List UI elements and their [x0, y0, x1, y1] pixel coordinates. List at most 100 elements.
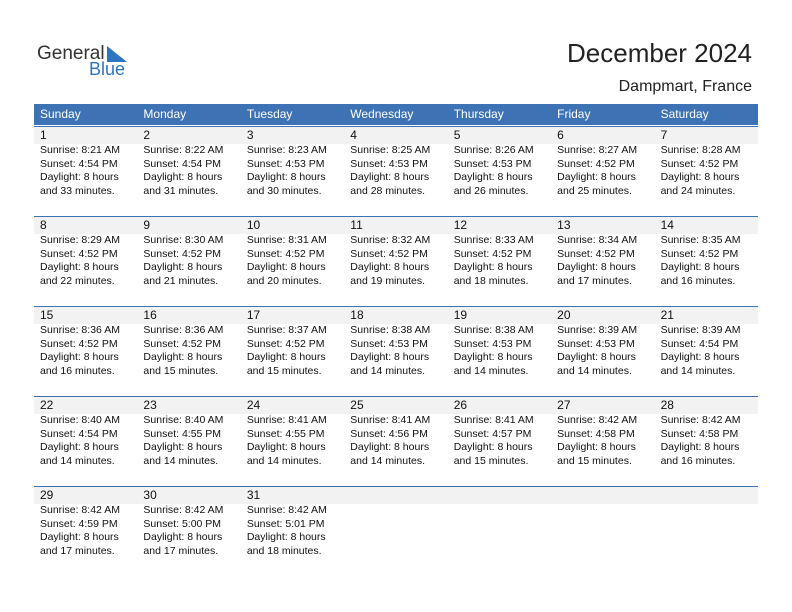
week-band — [34, 126, 758, 144]
day-info: Daylight: 8 hours — [660, 441, 740, 454]
day-info: and 15 minutes. — [143, 364, 219, 377]
day-info: Sunrise: 8:29 AM — [40, 234, 120, 246]
day-info: Sunset: 4:54 PM — [143, 157, 222, 170]
day-info: Sunrise: 8:21 AM — [40, 144, 120, 156]
day-info: Daylight: 8 hours — [143, 351, 223, 364]
day-number: 23 — [143, 398, 157, 412]
day-number: 30 — [143, 488, 157, 502]
day-number: 6 — [557, 128, 564, 142]
day-number: 31 — [246, 488, 261, 502]
subtitle: Dampmart, France — [618, 78, 752, 95]
day-number: 10 — [246, 218, 261, 232]
day-info: Sunset: 4:52 PM — [143, 337, 222, 350]
day-info: and 14 minutes. — [660, 364, 736, 377]
day-info: and 14 minutes. — [453, 364, 529, 377]
day-info: Sunrise: 8:42 AM — [143, 504, 224, 516]
day-info: Sunrise: 8:42 AM — [660, 414, 741, 426]
day-info: and 33 minutes. — [40, 184, 115, 197]
day-number: 16 — [143, 308, 157, 322]
day-info: Sunset: 4:52 PM — [557, 247, 635, 260]
day-info: and 24 minutes. — [660, 184, 736, 197]
day-info: Sunrise: 8:42 AM — [557, 414, 638, 426]
day-info: Sunset: 4:55 PM — [246, 427, 325, 440]
day-info: Sunrise: 8:39 AM — [660, 324, 741, 336]
day-info: Sunrise: 8:40 AM — [40, 414, 120, 426]
day-info: Sunrise: 8:42 AM — [40, 504, 120, 516]
day-number: 2 — [143, 128, 151, 142]
day-info: Sunset: 5:00 PM — [143, 517, 222, 530]
day-info: and 21 minutes. — [143, 274, 219, 287]
day-number: 19 — [453, 308, 468, 322]
logo-icon — [107, 46, 127, 62]
day-info: Daylight: 8 hours — [143, 171, 223, 184]
day-number: 17 — [246, 308, 261, 322]
day-info: Sunset: 4:56 PM — [350, 427, 428, 440]
day-info: and 15 minutes. — [453, 454, 529, 467]
day-info: Daylight: 8 hours — [350, 351, 430, 364]
day-info: Sunrise: 8:25 AM — [350, 144, 431, 156]
day-info: and 17 minutes. — [40, 544, 115, 557]
day-info: Sunset: 4:53 PM — [453, 337, 532, 350]
day-info: and 14 minutes. — [557, 364, 632, 377]
day-number: 14 — [660, 218, 674, 232]
day-info: Sunrise: 8:38 AM — [350, 324, 431, 336]
week-band — [34, 486, 758, 504]
day-info: Daylight: 8 hours — [246, 441, 326, 454]
day-info: Sunset: 4:53 PM — [246, 157, 325, 170]
day-info: and 22 minutes. — [40, 274, 115, 287]
day-info: Sunrise: 8:36 AM — [40, 324, 120, 336]
day-info: Sunrise: 8:39 AM — [557, 324, 638, 336]
day-info: Daylight: 8 hours — [453, 171, 533, 184]
day-info: Sunrise: 8:41 AM — [350, 414, 431, 426]
day-info: Daylight: 8 hours — [350, 441, 430, 454]
logo-text: General — [37, 43, 105, 64]
day-info: Daylight: 8 hours — [40, 441, 119, 454]
day-info: Sunset: 4:54 PM — [660, 337, 739, 350]
day-number: 7 — [660, 128, 668, 142]
day-number: 4 — [350, 128, 357, 142]
day-info: Daylight: 8 hours — [246, 351, 326, 364]
day-info: Daylight: 8 hours — [143, 441, 223, 454]
weekday-label: Thursday — [453, 107, 504, 121]
week-band — [34, 306, 758, 324]
day-info: Daylight: 8 hours — [40, 351, 119, 364]
day-info: Sunrise: 8:35 AM — [660, 234, 741, 246]
day-info: Sunrise: 8:33 AM — [453, 234, 534, 246]
day-info: Sunset: 5:01 PM — [246, 517, 325, 530]
day-info: and 17 minutes. — [143, 544, 219, 557]
day-info: Sunrise: 8:32 AM — [350, 234, 431, 246]
day-info: Sunrise: 8:37 AM — [246, 324, 327, 336]
day-info: and 18 minutes. — [246, 544, 322, 557]
day-info: Daylight: 8 hours — [246, 171, 326, 184]
day-info: and 16 minutes. — [40, 364, 115, 377]
day-info: and 16 minutes. — [660, 454, 736, 467]
day-info: and 19 minutes. — [350, 274, 425, 287]
day-number: 26 — [453, 398, 468, 412]
day-number: 13 — [557, 218, 571, 232]
day-info: Sunset: 4:55 PM — [143, 427, 222, 440]
day-info: Sunrise: 8:36 AM — [143, 324, 224, 336]
day-info: Sunset: 4:58 PM — [660, 427, 739, 440]
day-number: 18 — [350, 308, 364, 322]
day-info: Daylight: 8 hours — [453, 351, 533, 364]
day-info: Sunset: 4:52 PM — [143, 247, 222, 260]
day-info: Sunset: 4:53 PM — [350, 157, 428, 170]
day-info: Sunset: 4:57 PM — [453, 427, 532, 440]
day-info: Sunrise: 8:41 AM — [246, 414, 327, 426]
day-info: Sunset: 4:52 PM — [246, 247, 325, 260]
day-info: Sunset: 4:58 PM — [557, 427, 635, 440]
day-info: Sunset: 4:52 PM — [246, 337, 325, 350]
day-number: 8 — [40, 218, 47, 232]
weekday-header-bar — [34, 104, 758, 125]
day-info: Daylight: 8 hours — [246, 261, 326, 274]
day-info: Daylight: 8 hours — [350, 261, 430, 274]
day-info: and 20 minutes. — [246, 274, 322, 287]
day-info: Sunset: 4:52 PM — [660, 247, 739, 260]
day-number: 11 — [350, 218, 363, 232]
weekday-label: Sunday — [40, 107, 81, 121]
day-info: Sunset: 4:54 PM — [40, 157, 118, 170]
day-info: and 14 minutes. — [40, 454, 115, 467]
day-info: and 31 minutes. — [143, 184, 219, 197]
day-info: Sunrise: 8:31 AM — [246, 234, 327, 246]
